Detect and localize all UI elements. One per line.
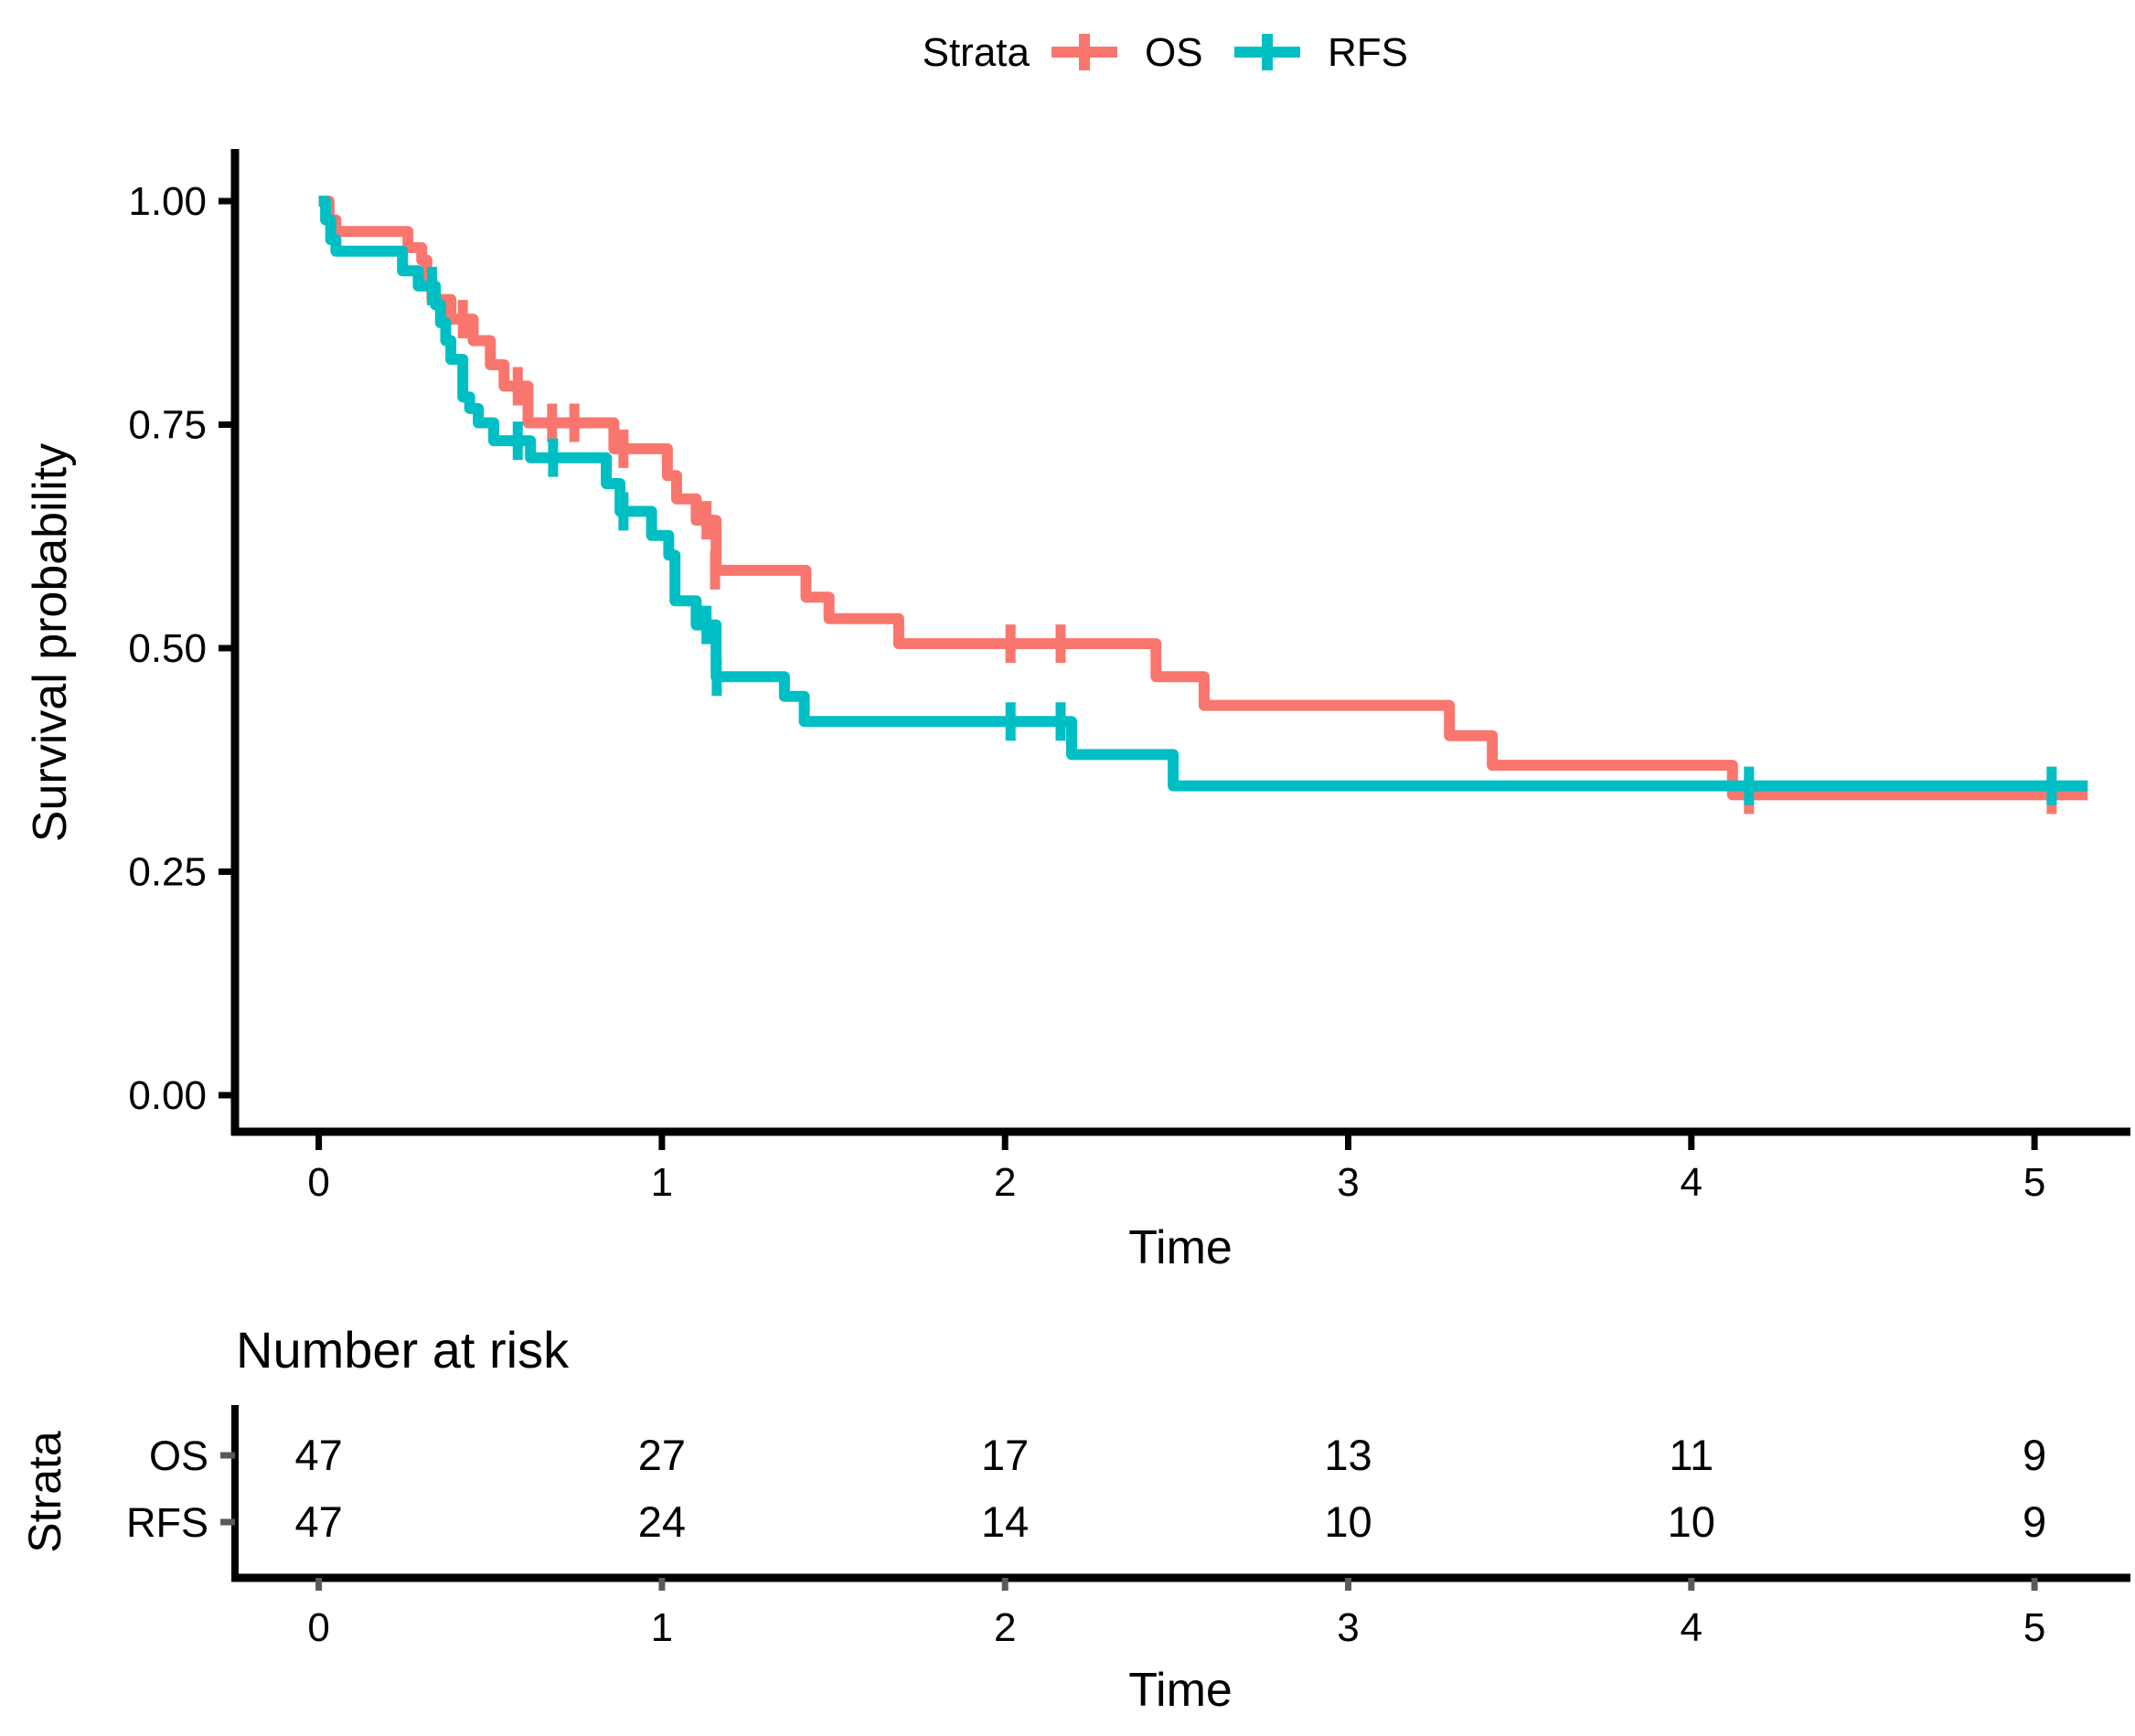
risk-count-rfs: 47 [294, 1497, 342, 1546]
risk-count-os: 9 [2023, 1431, 2046, 1479]
risk-count-rfs: 24 [638, 1497, 686, 1546]
risk-x-tick-label: 1 [651, 1605, 673, 1650]
legend-label-os: OS [1145, 30, 1203, 75]
survival-curve-os [318, 196, 2088, 801]
x-tick-label: 2 [994, 1160, 1016, 1205]
x-tick-label: 1 [651, 1160, 673, 1205]
y-tick-label: 0.50 [128, 626, 207, 671]
risk-row-label-os: OS [149, 1432, 208, 1479]
y-axis-title: Survival probability [24, 443, 77, 842]
risk-x-tick-label: 2 [994, 1605, 1016, 1650]
y-axis-ticks: 0.00 0.25 0.50 0.75 1.00 [128, 179, 235, 1118]
risk-x-tick-label: 0 [307, 1605, 329, 1650]
survival-plot-panel: 0.00 0.25 0.50 0.75 1.00 0 1 2 3 4 5 Time Surviva… [24, 149, 2130, 1274]
survival-curves [318, 196, 2088, 815]
risk-count-rfs: 10 [1668, 1497, 1715, 1546]
x-tick-label: 5 [2023, 1160, 2045, 1205]
risk-table-x-axis-title: Time [1128, 1664, 1233, 1717]
risk-table-rows: OS 47 27 17 13 11 9 RFS 47 24 14 10 10 9 [126, 1431, 2046, 1546]
risk-count-rfs: 14 [981, 1497, 1029, 1546]
risk-x-tick-label: 3 [1337, 1605, 1359, 1650]
x-axis-ticks: 0 1 2 3 4 5 [307, 1132, 2045, 1205]
risk-row-label-rfs: RFS [126, 1499, 208, 1546]
y-tick-label: 0.75 [128, 403, 207, 448]
risk-count-os: 27 [638, 1431, 686, 1479]
y-tick-label: 0.25 [128, 850, 207, 895]
y-tick-label: 1.00 [128, 179, 207, 224]
risk-count-os: 47 [294, 1431, 342, 1479]
legend: Strata OS RFS [923, 30, 1408, 75]
risk-table-title: Number at risk [236, 1321, 570, 1379]
risk-count-os: 13 [1324, 1431, 1372, 1479]
x-tick-label: 0 [307, 1160, 329, 1205]
legend-item-rfs: RFS [1234, 30, 1408, 75]
risk-x-tick-label: 4 [1681, 1605, 1703, 1650]
x-axis-title: Time [1128, 1221, 1233, 1274]
x-tick-label: 3 [1337, 1160, 1359, 1205]
risk-x-tick-label: 5 [2023, 1605, 2045, 1650]
survival-curve-rfs [318, 196, 2088, 792]
risk-table-bottom-ticks: 0 1 2 3 4 5 [307, 1578, 2045, 1650]
risk-count-os: 17 [981, 1431, 1029, 1479]
risk-count-os: 11 [1669, 1431, 1713, 1479]
legend-title: Strata [923, 30, 1030, 75]
risk-count-rfs: 9 [2023, 1497, 2046, 1546]
risk-table-strata-axis-label: Strata [19, 1431, 70, 1553]
legend-item-os: OS [1051, 30, 1203, 75]
y-tick-label: 0.00 [128, 1073, 207, 1118]
legend-label-rfs: RFS [1328, 30, 1408, 75]
x-tick-label: 4 [1681, 1160, 1703, 1205]
risk-count-rfs: 10 [1324, 1497, 1372, 1546]
